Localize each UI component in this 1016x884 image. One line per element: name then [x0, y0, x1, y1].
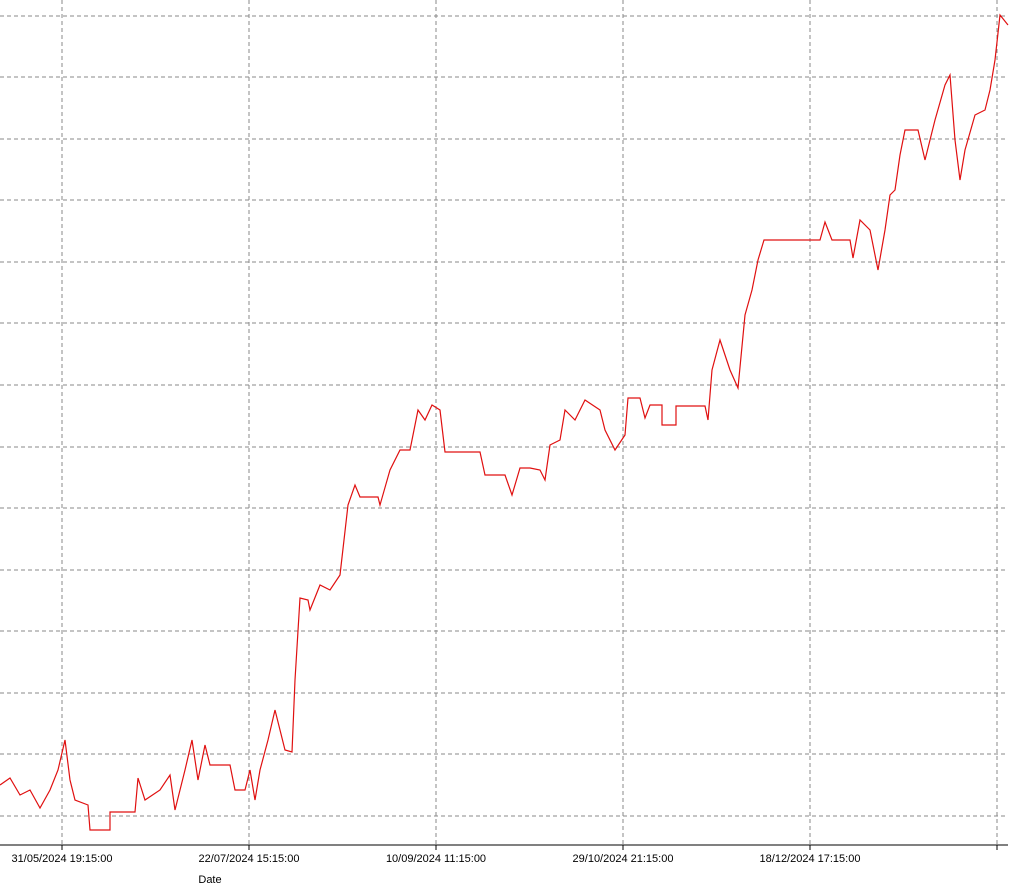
x-tick-label: 18/12/2024 17:15:00 — [760, 853, 861, 865]
price-line — [0, 13, 1009, 831]
x-tick-label: 31/05/2024 19:15:00 — [12, 853, 113, 865]
x-tick-label: 10/09/2024 11:15:00 — [386, 853, 486, 865]
x-tick-label: 29/10/2024 21:15:00 — [573, 853, 674, 865]
x-axis-label: Date — [198, 874, 221, 884]
x-tick-label: 22/07/2024 15:15:00 — [199, 853, 300, 865]
